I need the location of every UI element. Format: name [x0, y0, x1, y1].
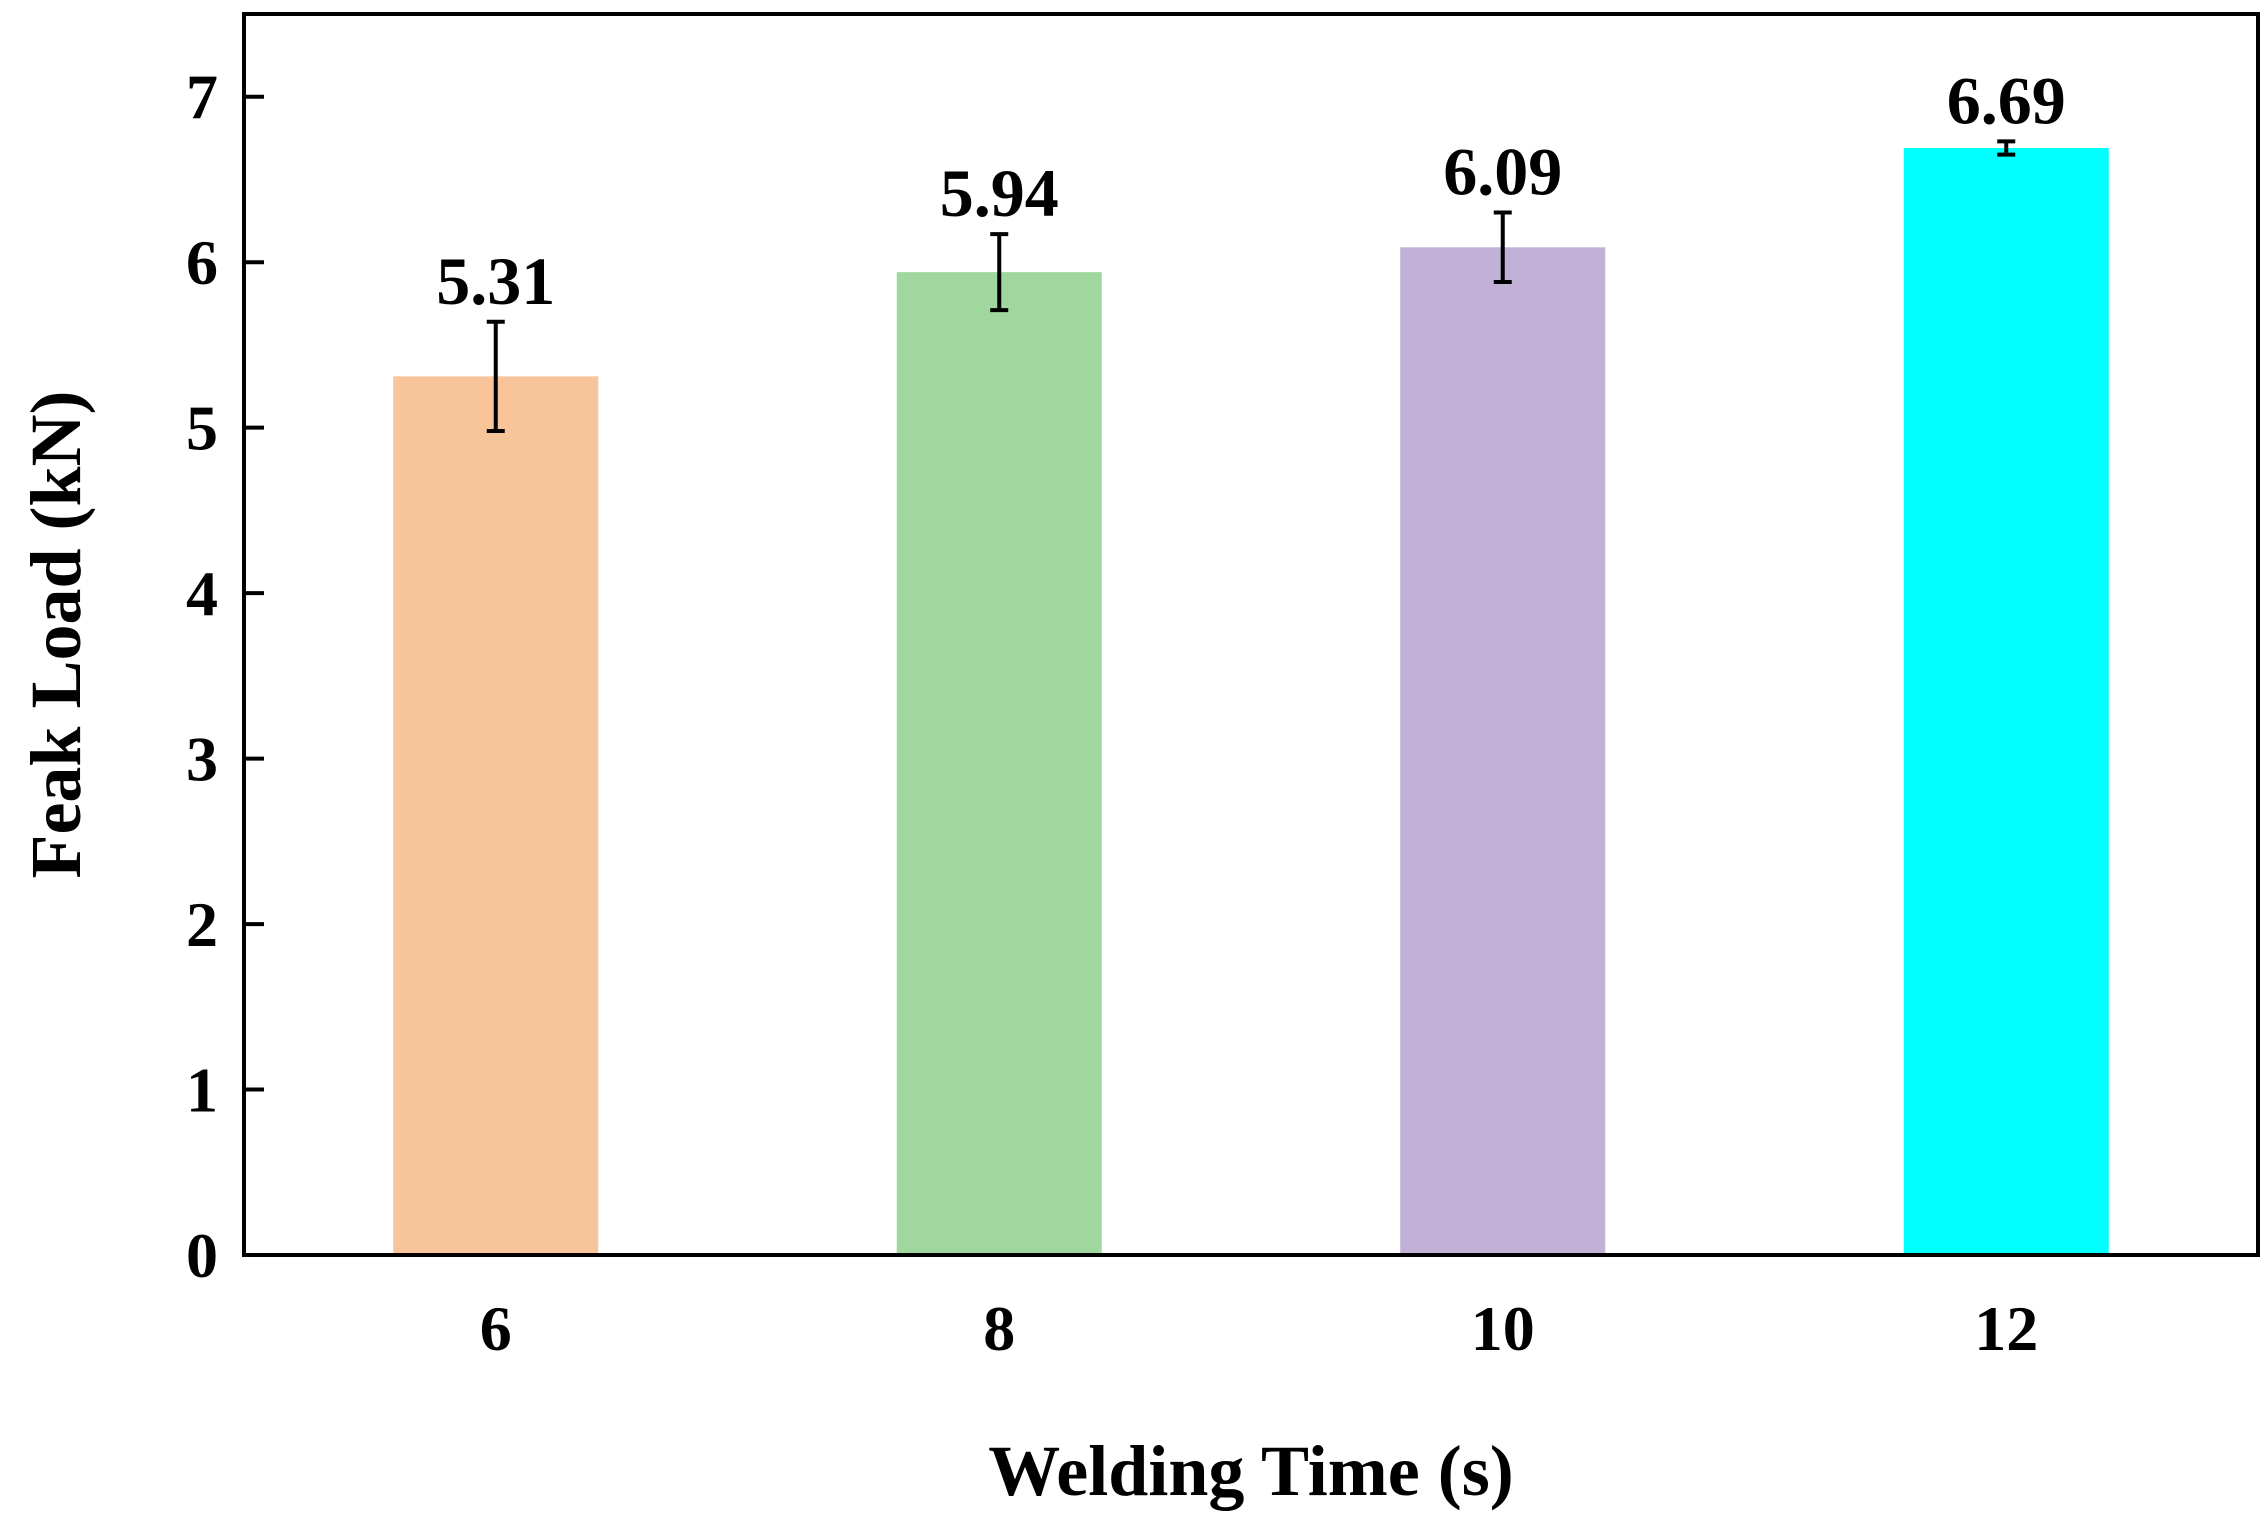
error-bar-10 [1493, 210, 1512, 285]
value-label-12: 6.69 [1947, 62, 2066, 138]
y-ticks-layer: 0 1 2 3 4 5 6 7 [186, 62, 264, 1291]
error-bar-12 [1997, 139, 2016, 157]
x-tick-label-10: 10 [1471, 1293, 1535, 1364]
bar-12 [1903, 148, 2109, 1256]
y-axis-title: Feak Load (kN) [16, 390, 96, 878]
error-bars-layer [486, 139, 2016, 433]
x-axis-title: Welding Time (s) [988, 1431, 1513, 1511]
y-tick-label-2: 2 [186, 889, 218, 960]
x-tick-label-8: 8 [983, 1293, 1015, 1364]
value-label-8: 5.94 [940, 155, 1059, 231]
y-tick-label-1: 1 [186, 1055, 218, 1126]
bar-6 [393, 376, 599, 1255]
x-tick-label-12: 12 [1974, 1293, 2038, 1364]
plot-frame [242, 12, 2260, 1257]
x-ticks-layer: 6 8 10 12 [480, 1293, 2039, 1364]
error-bar-8 [990, 232, 1009, 313]
value-labels-layer: 5.31 5.94 6.09 6.69 [436, 62, 2066, 318]
x-tick-label-6: 6 [480, 1293, 512, 1364]
bars-layer [393, 148, 2109, 1256]
bar-10 [1400, 247, 1606, 1256]
y-tick-label-3: 3 [186, 724, 218, 795]
y-tick-label-4: 4 [186, 558, 218, 629]
y-tick-label-6: 6 [186, 227, 218, 298]
axes-layer [242, 12, 2260, 1257]
bar-8 [896, 272, 1102, 1255]
error-bar-6 [486, 319, 505, 433]
y-tick-label-7: 7 [186, 62, 218, 133]
y-tick-label-0: 0 [186, 1220, 218, 1291]
value-label-6: 5.31 [436, 243, 555, 319]
y-tick-label-5: 5 [186, 393, 218, 464]
value-label-10: 6.09 [1443, 134, 1562, 210]
